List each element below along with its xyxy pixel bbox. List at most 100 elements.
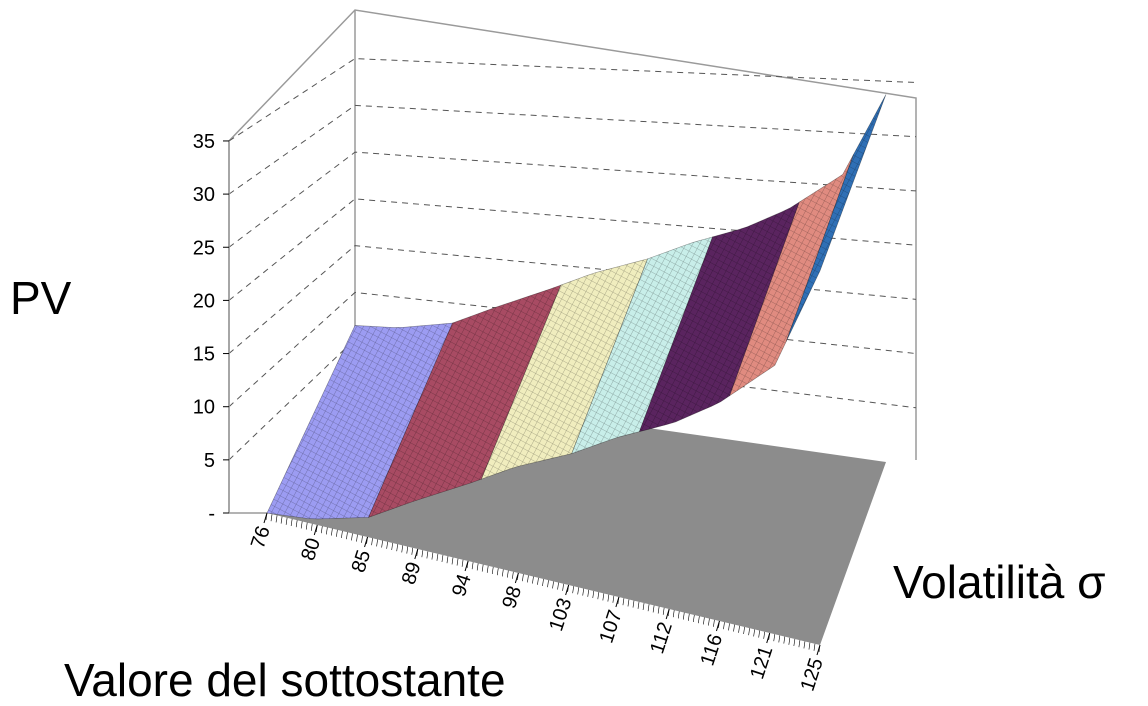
x-minor-tick [738, 625, 740, 633]
z-tick-label: 30 [193, 184, 215, 206]
x-minor-tick [642, 602, 645, 611]
x-minor-tick [411, 547, 414, 555]
x-minor-tick [713, 619, 715, 627]
gridline [228, 151, 917, 248]
x-minor-tick [285, 517, 288, 525]
x-minor-tick [351, 533, 353, 541]
x-minor-tick [632, 600, 635, 608]
z-tick-label: 5 [204, 450, 215, 472]
x-minor-tick [406, 546, 409, 554]
x-minor-tick [501, 569, 504, 577]
x-tick-label: 94 [448, 571, 476, 599]
x-minor-tick [597, 592, 600, 600]
x-minor-tick [758, 630, 760, 638]
x-minor-tick [803, 641, 806, 649]
x-minor-tick [471, 562, 474, 570]
x-minor-tick [381, 540, 383, 548]
x-minor-tick [376, 539, 378, 547]
x-minor-tick [622, 598, 625, 606]
x-minor-tick [703, 617, 705, 625]
x-tick-label: 107 [595, 607, 626, 646]
x-minor-tick [733, 624, 735, 632]
x-tick-label: 89 [398, 559, 426, 587]
x-minor-tick [396, 544, 399, 552]
x-minor-tick [532, 576, 534, 584]
x-minor-tick [270, 514, 273, 522]
x-minor-tick [562, 583, 564, 591]
x-minor-tick [682, 612, 685, 620]
surface-mesh [729, 154, 854, 396]
x-minor-tick [441, 554, 444, 563]
x-minor-tick [476, 563, 479, 571]
x-minor-tick [456, 558, 459, 566]
z-axis-title: PV [10, 272, 72, 324]
x-minor-tick [783, 636, 786, 644]
x-minor-tick [341, 530, 343, 539]
x-minor-tick [557, 582, 559, 590]
x-minor-tick [768, 632, 771, 641]
x-minor-tick [265, 512, 268, 521]
x-minor-tick [366, 536, 368, 545]
surface-mesh [368, 285, 561, 518]
x-minor-tick [436, 553, 439, 561]
z-tick-label: 15 [193, 344, 215, 366]
x-minor-tick [647, 604, 650, 612]
x-minor-tick [326, 527, 328, 535]
x-minor-tick [798, 640, 801, 648]
x-minor-tick [788, 637, 791, 645]
x-minor-tick [667, 608, 670, 617]
x-minor-tick [547, 580, 549, 588]
x-minor-tick [627, 599, 630, 607]
z-tick-label: 20 [193, 290, 215, 312]
x-minor-tick [295, 520, 298, 528]
x-minor-tick [728, 623, 730, 631]
z-tick-label: - [208, 503, 215, 525]
x-minor-tick [677, 611, 680, 619]
surface-mesh [639, 202, 800, 432]
surface-mesh [267, 323, 453, 519]
x-minor-tick [813, 643, 816, 651]
x-minor-tick [466, 560, 469, 569]
x-minor-tick [491, 566, 494, 575]
x-minor-tick [346, 532, 348, 540]
x-tick-label: 125 [797, 655, 828, 694]
x-minor-tick [300, 521, 303, 529]
surface-mesh [481, 258, 648, 480]
z-tick-label: 25 [193, 237, 215, 259]
x-minor-tick [753, 629, 755, 637]
x-minor-tick [275, 515, 278, 523]
x-minor-tick [698, 616, 700, 624]
x-minor-tick [607, 594, 610, 602]
z-axis-ticks: - 5 10 15 20 25 30 35 [193, 131, 230, 525]
x-minor-tick [793, 638, 796, 647]
gridline [228, 291, 917, 408]
x-minor-tick [310, 523, 313, 531]
surface [266, 94, 887, 520]
x-minor-tick [808, 642, 811, 650]
x-minor-tick [708, 618, 710, 626]
gridline [228, 58, 917, 142]
x-minor-tick [602, 593, 605, 601]
x-minor-tick [672, 610, 675, 618]
x-minor-tick [778, 635, 781, 643]
x-minor-tick [637, 601, 640, 609]
surface-mesh [571, 236, 713, 454]
x-minor-tick [481, 564, 484, 572]
x-minor-tick [371, 538, 373, 546]
surface-mesh [786, 94, 886, 342]
x-minor-tick [763, 631, 765, 639]
x-minor-tick [507, 570, 509, 578]
x-minor-tick [617, 596, 620, 605]
x-axis-title: Valore del sottostante [64, 654, 506, 706]
y-axis-title: Volatilità σ [893, 556, 1106, 608]
x-minor-tick [773, 634, 776, 642]
z-tick-label: 35 [193, 131, 215, 153]
x-minor-tick [577, 587, 579, 595]
x-minor-tick [512, 571, 514, 579]
x-tick-label: 112 [646, 619, 677, 656]
x-minor-tick [718, 620, 720, 629]
x-tick-label: 116 [696, 631, 727, 668]
x-minor-tick [537, 577, 539, 585]
x-minor-tick [290, 518, 293, 527]
x-minor-tick [612, 595, 615, 603]
